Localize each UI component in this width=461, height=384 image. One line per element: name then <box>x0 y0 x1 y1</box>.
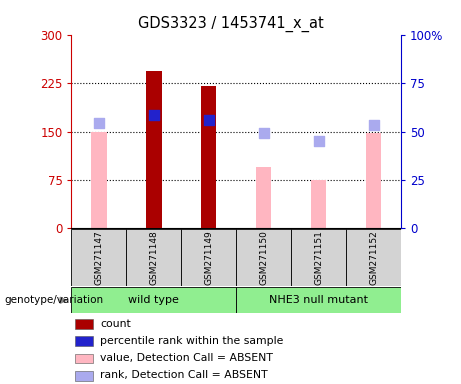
Bar <box>366 133 381 228</box>
Text: wild type: wild type <box>129 295 179 305</box>
Point <box>315 138 322 144</box>
Bar <box>236 229 291 286</box>
Text: value, Detection Call = ABSENT: value, Detection Call = ABSENT <box>100 353 273 363</box>
Text: count: count <box>100 318 131 329</box>
Text: percentile rank within the sample: percentile rank within the sample <box>100 336 284 346</box>
Bar <box>71 287 236 313</box>
Text: GSM271148: GSM271148 <box>149 230 159 285</box>
Bar <box>256 167 272 228</box>
Text: NHE3 null mutant: NHE3 null mutant <box>269 295 368 305</box>
Text: GSM271151: GSM271151 <box>314 230 323 285</box>
Bar <box>75 319 93 329</box>
Bar <box>181 229 236 286</box>
Bar <box>75 354 93 363</box>
Bar <box>236 287 401 313</box>
Text: GSM271150: GSM271150 <box>259 230 268 285</box>
Bar <box>311 180 326 228</box>
Point <box>95 120 103 126</box>
Bar <box>126 229 181 286</box>
Text: genotype/variation: genotype/variation <box>5 295 104 305</box>
Bar <box>346 229 401 286</box>
Text: GDS3323 / 1453741_x_at: GDS3323 / 1453741_x_at <box>138 15 323 31</box>
Bar <box>201 86 217 228</box>
Text: rank, Detection Call = ABSENT: rank, Detection Call = ABSENT <box>100 370 268 381</box>
Point <box>205 117 213 123</box>
Text: GSM271152: GSM271152 <box>369 230 378 285</box>
Text: GSM271149: GSM271149 <box>204 230 213 285</box>
Bar <box>75 336 93 346</box>
Point <box>260 130 267 136</box>
Bar <box>71 229 126 286</box>
Bar <box>75 371 93 381</box>
Point <box>150 112 158 118</box>
Bar <box>291 229 346 286</box>
Point <box>370 122 377 128</box>
Bar <box>91 131 106 228</box>
Bar <box>146 71 161 228</box>
Text: GSM271147: GSM271147 <box>95 230 103 285</box>
